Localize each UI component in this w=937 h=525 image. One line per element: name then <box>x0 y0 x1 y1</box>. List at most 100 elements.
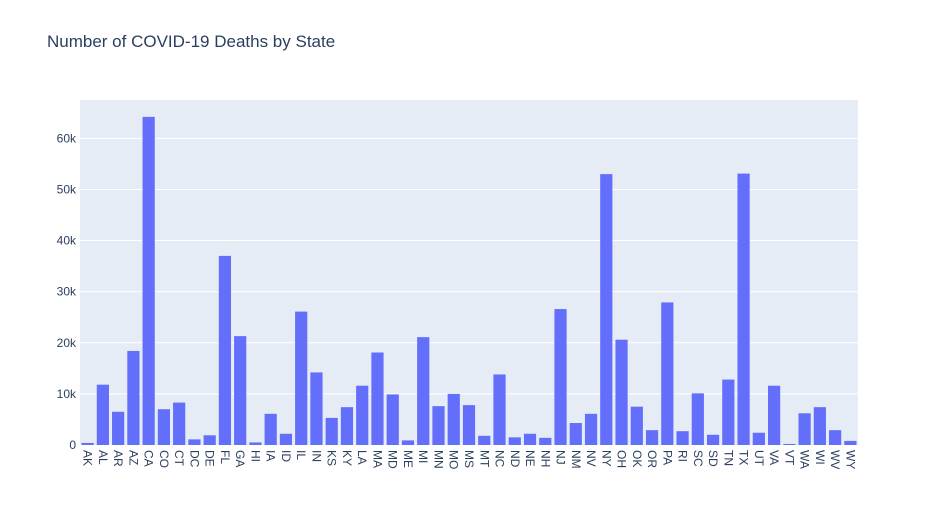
x-tick-label: AK <box>81 450 95 466</box>
x-tick-label: NV <box>584 450 598 467</box>
bar-oh[interactable] <box>615 339 628 445</box>
x-tick-label: AZ <box>126 450 140 465</box>
bar-la[interactable] <box>356 385 369 445</box>
bar-ne[interactable] <box>523 433 537 445</box>
bar-nc[interactable] <box>493 374 506 445</box>
bar-wi[interactable] <box>813 407 826 445</box>
bar-tn[interactable] <box>722 379 735 445</box>
bar-ut[interactable] <box>752 432 765 445</box>
bar-sc[interactable] <box>691 393 704 445</box>
bar-ia[interactable] <box>264 413 277 445</box>
bar-wa[interactable] <box>798 413 811 445</box>
bar-ms[interactable] <box>462 405 476 445</box>
y-tick-label: 10k <box>57 387 77 401</box>
y-tick-label: 40k <box>57 234 77 248</box>
x-tick-label: MA <box>370 450 384 468</box>
x-tick-label: IL <box>294 450 308 460</box>
bar-pa[interactable] <box>661 302 674 445</box>
x-tick-label: ID <box>279 450 293 462</box>
bar-az[interactable] <box>127 350 140 445</box>
x-tick-label: HI <box>248 450 262 462</box>
bar-tx[interactable] <box>737 173 750 445</box>
bar-wv[interactable] <box>829 430 842 445</box>
x-tick-label: NC <box>493 450 507 468</box>
bar-nm[interactable] <box>569 423 582 445</box>
bars <box>81 116 857 445</box>
x-tick-label: MN <box>431 450 445 469</box>
y-tick-label: 0 <box>69 438 76 452</box>
bar-vt[interactable] <box>783 443 796 445</box>
bar-ny[interactable] <box>600 174 613 445</box>
x-tick-label: FL <box>218 450 232 464</box>
x-tick-label: MT <box>477 450 491 468</box>
bar-al[interactable] <box>96 384 109 445</box>
bar-dc[interactable] <box>188 439 201 445</box>
bar-va[interactable] <box>767 385 781 445</box>
x-tick-label: NY <box>599 450 613 467</box>
bar-fl[interactable] <box>218 255 232 445</box>
bar-ky[interactable] <box>340 407 354 445</box>
bar-de[interactable] <box>203 435 216 445</box>
bar-il[interactable] <box>295 311 308 445</box>
bar-mt[interactable] <box>478 435 491 445</box>
x-tick-label: RI <box>676 450 690 462</box>
x-axis-ticks: AK AL AR AZ CA CO CT DC DE FL GA HI IA ID IL IN KS KY LA MA… <box>81 450 858 469</box>
x-tick-label: KY <box>340 450 354 466</box>
x-tick-label: MD <box>386 450 400 469</box>
bar-ar[interactable] <box>112 411 125 445</box>
bar-nd[interactable] <box>508 437 521 445</box>
bar-nj[interactable] <box>554 309 567 445</box>
bar-nh[interactable] <box>539 437 552 445</box>
x-tick-label: LA <box>355 450 369 465</box>
bar-wy[interactable] <box>844 440 857 445</box>
x-tick-label: ND <box>508 450 522 468</box>
x-tick-label: MS <box>462 450 476 468</box>
bar-hi[interactable] <box>249 442 262 445</box>
x-tick-label: IN <box>309 450 323 462</box>
bar-ga[interactable] <box>234 336 247 445</box>
bar-mi[interactable] <box>417 337 430 445</box>
x-tick-label: SD <box>706 450 720 467</box>
x-tick-label: NM <box>569 450 583 469</box>
x-tick-label: CO <box>157 450 171 468</box>
chart-title: Number of COVID-19 Deaths by State <box>47 32 336 51</box>
x-tick-label: TN <box>721 450 735 466</box>
bar-ks[interactable] <box>325 417 338 445</box>
x-tick-label: DE <box>203 450 217 467</box>
x-tick-label: AR <box>111 450 125 467</box>
x-tick-label: MI <box>416 450 430 463</box>
bar-mo[interactable] <box>447 393 460 445</box>
y-tick-label: 60k <box>57 131 77 145</box>
x-tick-label: OR <box>645 450 659 468</box>
bar-ma[interactable] <box>371 352 384 445</box>
x-tick-label: OH <box>615 450 629 468</box>
bar-or[interactable] <box>645 430 659 445</box>
x-tick-label: AL <box>96 450 110 465</box>
x-tick-label: GA <box>233 450 247 467</box>
bar-nv[interactable] <box>584 413 598 445</box>
bar-in[interactable] <box>310 372 323 445</box>
x-tick-label: UT <box>752 450 766 467</box>
bar-ak[interactable] <box>81 442 94 445</box>
bar-me[interactable] <box>401 440 415 445</box>
bar-ok[interactable] <box>630 406 643 445</box>
bar-md[interactable] <box>386 394 399 445</box>
bar-mn[interactable] <box>432 406 445 445</box>
x-tick-label: SC <box>691 450 705 467</box>
bar-id[interactable] <box>279 433 293 445</box>
x-tick-label: ME <box>401 450 415 468</box>
x-tick-label: TX <box>737 450 751 465</box>
bar-sd[interactable] <box>706 434 720 445</box>
y-tick-label: 30k <box>57 285 77 299</box>
x-tick-label: MO <box>447 450 461 469</box>
x-tick-label: VA <box>767 450 781 465</box>
x-tick-label: CA <box>142 450 156 467</box>
y-tick-label: 50k <box>57 182 77 196</box>
x-tick-label: WI <box>813 450 827 465</box>
bar-ri[interactable] <box>676 431 689 445</box>
bar-ct[interactable] <box>173 402 186 445</box>
bar-co[interactable] <box>157 409 171 445</box>
x-tick-label: PA <box>660 450 674 465</box>
bar-ca[interactable] <box>142 116 155 445</box>
